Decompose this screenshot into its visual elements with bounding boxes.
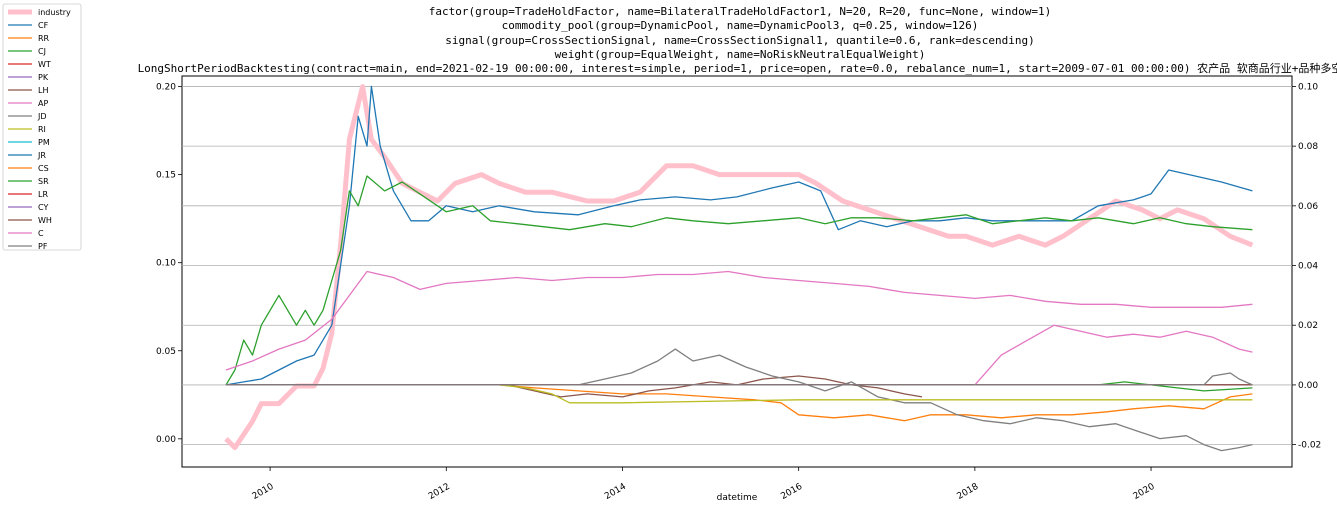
right-y-axis: -0.02 0.00 0.02 0.04 0.06 0.08 0.10 — [1292, 82, 1321, 451]
x-axis-label: datetime — [717, 493, 758, 503]
left-y-tick-label: 0.00 — [156, 435, 176, 445]
legend-label: CF — [38, 21, 49, 30]
legend-label: CS — [38, 164, 49, 173]
right-y-tick-label: 0.00 — [1298, 381, 1318, 391]
x-tick-label: 2016 — [779, 482, 804, 502]
legend: industry CF RR CJ WT PK LH AP JD RI PM JR CS SR LR CY WH… — [2, 3, 82, 251]
title-line-weight: weight(group=EqualWeight, name=NoRiskNeu… — [555, 48, 926, 61]
legend-label: WT — [38, 60, 51, 69]
x-tick-label: 2012 — [427, 482, 452, 502]
left-y-tick-label: 0.05 — [156, 347, 176, 357]
x-tick-label: 2010 — [251, 482, 276, 502]
title-line-factor: factor(group=TradeHoldFactor, name=Bilat… — [429, 5, 1052, 18]
legend-label: RR — [38, 34, 50, 43]
legend-label: WH — [38, 216, 52, 225]
legend-label: RI — [38, 125, 46, 134]
legend-label: CY — [38, 203, 48, 212]
legend-label: C — [38, 229, 44, 238]
legend-label: industry — [38, 8, 71, 17]
legend-label: PM — [38, 138, 50, 147]
chart-title-block: factor(group=TradeHoldFactor, name=Bilat… — [138, 5, 1337, 75]
left-y-axis: 0.00 0.05 0.10 0.15 0.20 — [156, 83, 182, 445]
title-line-signal: signal(group=CrossSectionSignal, name=Cr… — [445, 34, 1034, 47]
right-y-tick-label: 0.04 — [1298, 262, 1318, 272]
legend-label: PK — [38, 73, 49, 82]
legend-label: SR — [38, 177, 49, 186]
right-y-tick-label: 0.10 — [1298, 82, 1318, 92]
x-axis: 2010 2012 2014 2016 2018 2020 — [251, 467, 1157, 502]
right-y-tick-label: 0.06 — [1298, 202, 1318, 212]
legend-label: JR — [37, 151, 46, 160]
right-y-tick-label: 0.08 — [1298, 142, 1318, 152]
title-line-commodity-pool: commodity_pool(group=DynamicPool, name=D… — [502, 19, 979, 32]
x-tick-label: 2018 — [956, 482, 981, 502]
series-line-rr — [499, 384, 1253, 422]
series-line-ri — [499, 384, 1253, 404]
right-y-tick-label: 0.02 — [1298, 321, 1318, 331]
legend-label: PF — [38, 242, 48, 251]
legend-label: CJ — [38, 47, 46, 56]
legend-box — [2, 3, 82, 251]
series-line-sr — [1098, 381, 1253, 392]
series-line-c — [974, 324, 1253, 386]
title-line-backtesting: LongShortPeriodBacktesting(contract=main… — [138, 61, 1337, 75]
series-line-lh — [507, 375, 923, 398]
legend-label: LH — [38, 86, 48, 95]
legend-label: JD — [37, 112, 47, 121]
x-tick-label: 2014 — [603, 482, 628, 502]
legend-label: AP — [38, 99, 48, 108]
series-line-cj — [225, 175, 1253, 386]
series-line-cf — [225, 85, 1253, 386]
left-y-tick-label: 0.10 — [156, 259, 176, 269]
right-y-tick-label: -0.02 — [1298, 441, 1321, 451]
series-line-pf — [226, 372, 1253, 386]
series-line-ap — [225, 270, 1253, 371]
legend-label: LR — [38, 190, 48, 199]
series-line-jd — [578, 348, 1253, 452]
left-y-tick-label: 0.15 — [156, 171, 176, 181]
series-group — [224, 84, 1254, 452]
x-tick-label: 2020 — [1132, 482, 1157, 502]
plot-area-frame — [181, 75, 1293, 468]
left-y-tick-label: 0.20 — [156, 83, 176, 93]
